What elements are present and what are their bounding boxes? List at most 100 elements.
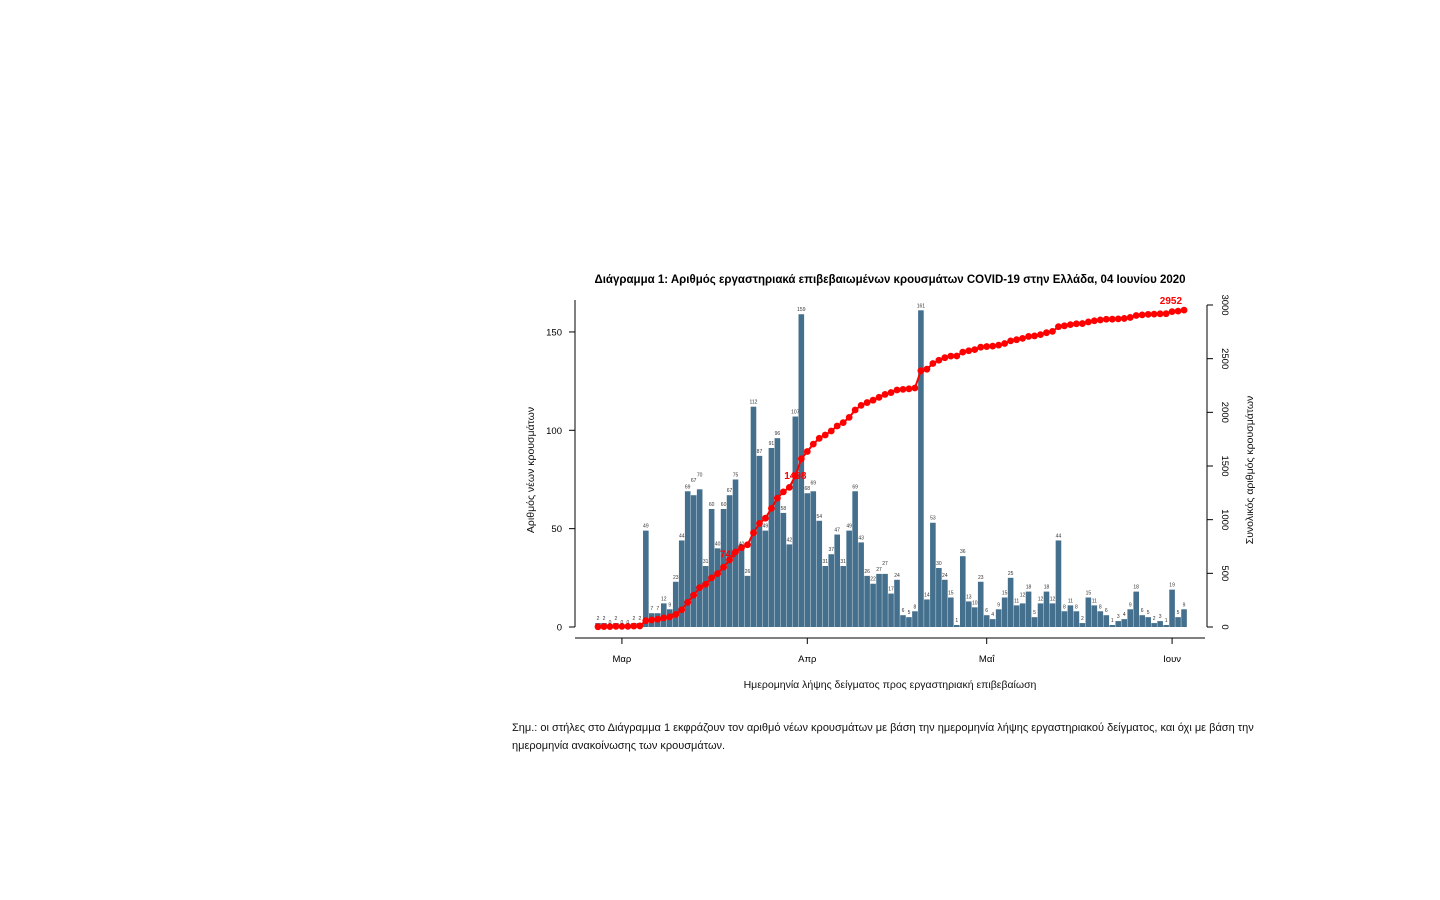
bar-value-label: 40 (739, 541, 745, 547)
cumulative-point (1019, 334, 1026, 342)
cumulative-point (1150, 310, 1158, 318)
cumulative-point (624, 622, 632, 630)
cumulative-annotation: 1408 (784, 471, 807, 482)
bar (936, 567, 942, 627)
bar (798, 314, 805, 627)
bar-value-label: 23 (978, 575, 984, 581)
cumulative-point (768, 504, 775, 512)
cumulative-point (1156, 310, 1164, 318)
x-tick-label: Μαρ (613, 654, 632, 665)
cumulative-point (1144, 310, 1152, 318)
bar (696, 489, 703, 627)
bar-value-label: 11 (1092, 598, 1097, 604)
bar-value-label: 49 (846, 524, 852, 530)
bar-value-label: 2 (603, 616, 606, 622)
cumulative-point (600, 623, 608, 630)
bar-value-label: 8 (1075, 604, 1078, 610)
bar (822, 566, 829, 627)
x-tick-label: Απρ (798, 654, 817, 665)
cumulative-point (630, 622, 638, 630)
bar-value-label: 69 (810, 480, 816, 486)
cumulative-point (702, 580, 710, 588)
cumulative-point (678, 606, 686, 614)
bar-value-label: 44 (679, 533, 685, 539)
bar (1145, 617, 1151, 627)
bar-value-label: 14 (924, 592, 930, 598)
cumulative-point (1114, 315, 1122, 323)
bar-value-label: 24 (894, 573, 900, 579)
bar-value-label: 15 (1086, 590, 1092, 596)
bar (888, 593, 894, 627)
bar (971, 607, 978, 627)
cumulative-point (708, 574, 716, 582)
bar-value-label: 1 (955, 618, 958, 624)
bar (882, 573, 888, 627)
bar-value-label: 70 (697, 472, 703, 478)
bar-value-label: 161 (917, 303, 926, 309)
bar-value-label: 4 (991, 612, 994, 618)
bar-value-label: 5 (908, 610, 911, 616)
bar-value-label: 12 (1038, 596, 1044, 602)
bar (702, 566, 709, 627)
bar (714, 548, 721, 627)
bar (876, 573, 882, 627)
bar (786, 544, 793, 627)
bar-value-label: 107 (791, 410, 800, 416)
cumulative-point (696, 584, 704, 592)
cumulative-point (1037, 331, 1044, 339)
bar-value-label: 9 (997, 602, 1000, 608)
bar (965, 601, 972, 627)
bar (864, 575, 870, 627)
bar (1079, 623, 1086, 627)
bar (852, 491, 858, 627)
bar-value-label: 6 (985, 608, 988, 614)
cumulative-point (1180, 306, 1188, 314)
bar (1019, 603, 1026, 627)
bar (870, 583, 876, 627)
bar (834, 534, 840, 627)
bar (780, 512, 787, 627)
bar-value-label: 69 (852, 484, 858, 490)
bar-value-label: 8 (1099, 604, 1102, 610)
cumulative-point (612, 622, 620, 630)
bar-value-label: 159 (797, 307, 806, 313)
bar (906, 617, 912, 627)
bar-value-label: 44 (1056, 533, 1062, 539)
bar (858, 542, 864, 627)
cumulative-point (1138, 311, 1146, 319)
bar (1025, 591, 1032, 627)
bar (1103, 615, 1110, 627)
bar-value-label: 10 (972, 600, 978, 606)
bar (1109, 625, 1116, 627)
bar-value-label: 6 (1141, 608, 1144, 614)
bar (1163, 625, 1169, 627)
bar-value-label: 1 (1111, 618, 1114, 624)
bar (894, 579, 900, 627)
bar-value-label: 43 (858, 535, 864, 541)
bar (924, 599, 930, 627)
cumulative-point (821, 431, 829, 439)
bar-value-label: 12 (661, 596, 667, 602)
bar-value-label: 11 (1014, 598, 1019, 604)
cumulative-point (660, 614, 668, 622)
bar-value-label: 23 (673, 575, 679, 581)
bar (1073, 611, 1080, 627)
bar (810, 491, 817, 627)
bar (983, 615, 990, 627)
cumulative-point (744, 541, 751, 549)
cumulative-point (809, 440, 817, 448)
cumulative-point (726, 556, 733, 564)
bar-value-label: 9 (668, 602, 671, 608)
bar (708, 508, 715, 627)
bar-value-label: 2 (1081, 616, 1084, 622)
bar-value-label: 8 (914, 604, 917, 610)
bar-value-label: 1 (1165, 618, 1168, 624)
bar-value-label: 24 (942, 573, 948, 579)
bar-value-label: 11 (1068, 598, 1073, 604)
cumulative-point (815, 434, 823, 442)
cumulative-point (1025, 333, 1032, 340)
bar (684, 491, 691, 627)
bar-value-label: 67 (691, 478, 697, 484)
bar-value-label: 2 (638, 616, 641, 622)
cumulative-point (935, 356, 943, 364)
